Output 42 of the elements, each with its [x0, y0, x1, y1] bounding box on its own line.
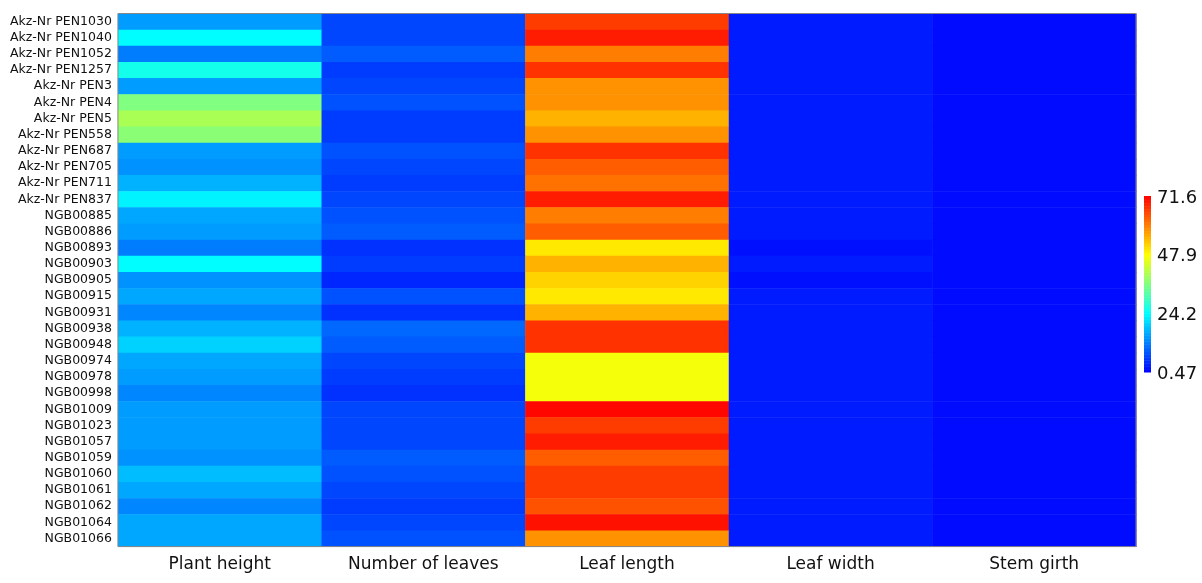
y-tick-label: Akz-Nr PEN5 — [33, 109, 112, 125]
color-bar-label: 71.6 — [1157, 185, 1198, 207]
y-tick-label: Akz-Nr PEN1030 — [9, 12, 112, 28]
y-tick-label: NGB01062 — [44, 497, 112, 513]
y-tick-label: NGB01009 — [44, 400, 112, 416]
y-tick-label: NGB01057 — [44, 432, 112, 448]
x-tick-label: Leaf width — [786, 553, 875, 574]
y-tick-label: NGB00905 — [44, 271, 112, 287]
x-tick-label: Plant height — [168, 553, 272, 574]
y-tick-label: NGB00886 — [44, 222, 112, 238]
y-tick-label: Akz-Nr PEN1040 — [9, 28, 112, 44]
y-tick-label: Akz-Nr PEN558 — [17, 125, 112, 141]
y-tick-label: Akz-Nr PEN837 — [17, 190, 112, 206]
y-tick-label: NGB01064 — [44, 513, 112, 529]
y-tick-label: NGB00885 — [44, 206, 112, 222]
x-tick-label: Stem girth — [989, 553, 1080, 574]
y-tick-label: NGB01066 — [44, 529, 112, 545]
y-tick-label: NGB01023 — [44, 416, 112, 432]
y-tick-label: NGB00998 — [44, 384, 112, 400]
y-tick-label: NGB00978 — [44, 368, 112, 384]
y-tick-label: Akz-Nr PEN711 — [17, 174, 112, 190]
y-tick-label: NGB00974 — [44, 352, 112, 368]
y-tick-label: NGB00931 — [44, 303, 112, 319]
y-tick-label: NGB00915 — [44, 287, 112, 303]
y-tick-label: Akz-Nr PEN4 — [33, 93, 112, 109]
y-tick-label: NGB00903 — [44, 255, 112, 271]
y-tick-label: NGB01061 — [44, 481, 112, 497]
y-tick-label: NGB00948 — [44, 335, 112, 351]
y-tick-label: Akz-Nr PEN1257 — [9, 61, 112, 77]
y-tick-label: Akz-Nr PEN1052 — [9, 45, 112, 61]
color-bar-label: 0.47 — [1157, 361, 1198, 383]
color-bar-label: 47.9 — [1157, 244, 1198, 266]
y-tick-label: NGB00938 — [44, 319, 112, 335]
y-tick-label: Akz-Nr PEN687 — [17, 142, 112, 158]
y-tick-label: Akz-Nr PEN705 — [17, 158, 112, 174]
y-tick-label: NGB00893 — [44, 238, 112, 254]
x-tick-label: Number of leaves — [348, 553, 499, 574]
y-tick-label: NGB01059 — [44, 449, 112, 464]
y-tick-label: NGB01060 — [44, 465, 112, 481]
y-tick-label: Akz-Nr PEN3 — [33, 77, 112, 93]
x-tick-label: Leaf length — [579, 553, 675, 574]
color-bar-label: 24.2 — [1157, 302, 1198, 324]
